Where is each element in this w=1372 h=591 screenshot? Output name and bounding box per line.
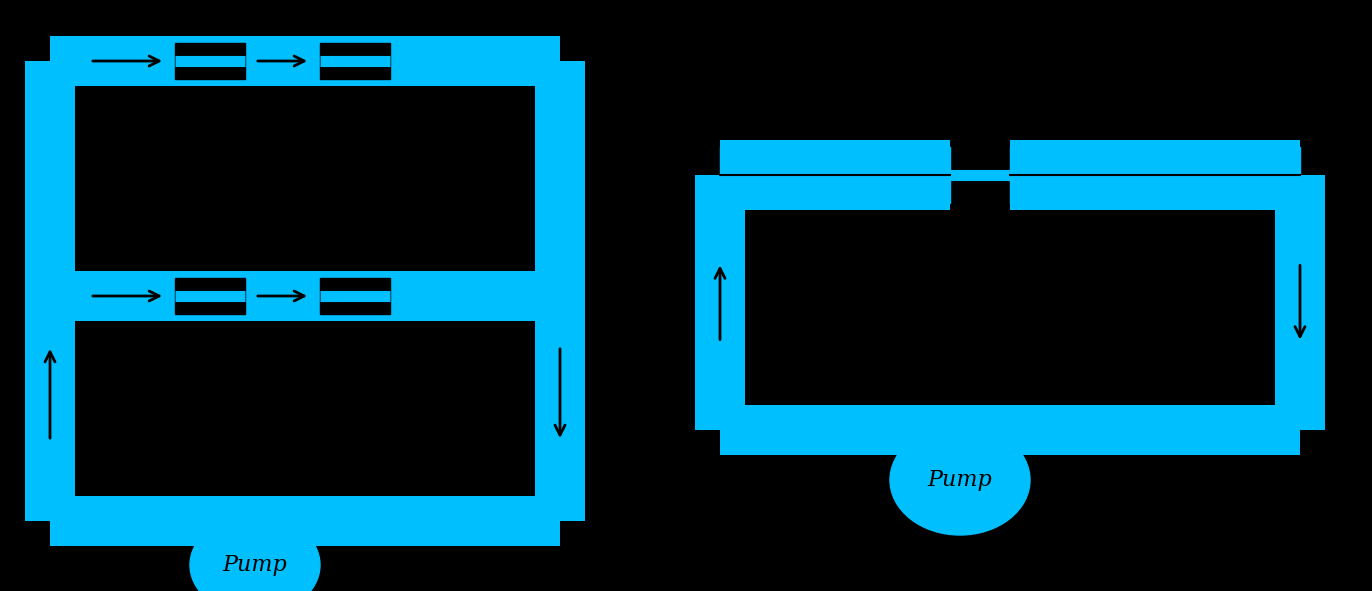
Text: Pump: Pump — [222, 554, 287, 576]
Text: Pump: Pump — [927, 469, 992, 491]
Bar — [320, 278, 390, 314]
Bar — [320, 43, 390, 79]
Bar — [176, 278, 246, 314]
Ellipse shape — [189, 515, 320, 591]
Ellipse shape — [890, 425, 1030, 535]
Bar — [176, 43, 246, 79]
